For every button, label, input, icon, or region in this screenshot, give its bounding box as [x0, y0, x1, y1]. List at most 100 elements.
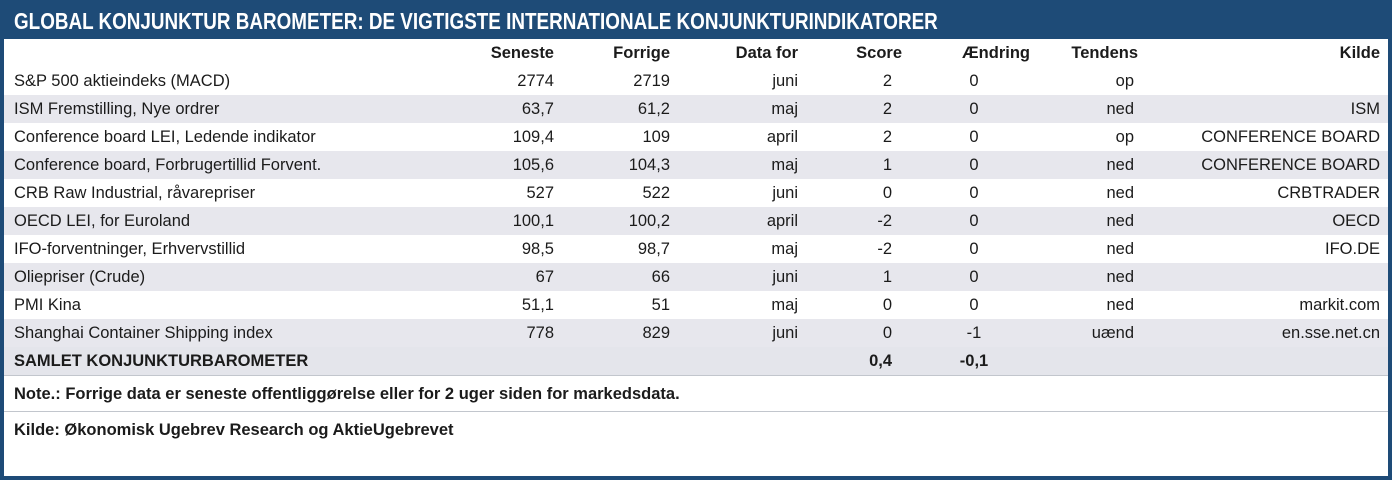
cell-name: OECD LEI, for Euroland [4, 207, 456, 235]
cell-score: -2 [806, 207, 910, 235]
table-row: Conference board LEI, Ledende indikator 1… [4, 123, 1388, 151]
cell-kilde [1146, 263, 1388, 291]
cell-kilde: CRBTRADER [1277, 183, 1380, 202]
cell-score: -2 [877, 239, 892, 258]
cell-datafor: maj [771, 295, 798, 314]
cell-datafor: april [766, 127, 798, 146]
cell-score: 0,4 [806, 347, 910, 375]
column-header-forrige: Forrige [613, 43, 670, 62]
title-bar: GLOBAL KONJUNKTUR BAROMETER: DE VIGTIGST… [4, 4, 1388, 39]
cell-forrige: 104,3 [562, 151, 678, 179]
cell-tendens: ned [1106, 183, 1134, 202]
cell-seneste: 51,1 [521, 295, 554, 314]
indicators-table: Seneste Forrige Data for Score Ændring Tenden… [4, 39, 1388, 375]
cell-name: PMI Kina [14, 295, 81, 314]
table-row: ISM Fremstilling, Nye ordrer 63,7 61,2 maj 2… [4, 95, 1388, 123]
table-row: Shanghai Container Shipping index 778 829 j… [4, 319, 1388, 347]
cell-datafor: juni [678, 263, 806, 291]
column-header-seneste: Seneste [490, 43, 554, 62]
cell-seneste [456, 347, 562, 375]
cell-score: 2 [806, 95, 910, 123]
cell-name: ISM Fremstilling, Nye ordrer [4, 95, 456, 123]
cell-aendring: -0,1 [910, 347, 1038, 375]
cell-seneste: 527 [526, 183, 554, 202]
cell-seneste: 2774 [517, 71, 554, 90]
cell-name: CRB Raw Industrial, råvarepriser [14, 183, 256, 202]
cell-forrige: 66 [562, 263, 678, 291]
cell-tendens: ned [1038, 207, 1146, 235]
cell-forrige: 61,2 [562, 95, 678, 123]
cell-forrige: 51 [651, 295, 670, 314]
cell-kilde: OECD [1146, 207, 1388, 235]
table-body: S&P 500 aktieindeks (MACD) 2774 2719 juni 2 0… [4, 67, 1388, 375]
cell-seneste: 778 [456, 319, 562, 347]
cell-tendens: ned [1038, 95, 1146, 123]
cell-datafor: juni [772, 183, 798, 202]
cell-aendring: 0 [910, 263, 1038, 291]
cell-aendring: 0 [969, 183, 979, 202]
cell-tendens: ned [1038, 263, 1146, 291]
cell-tendens: ned [1106, 295, 1134, 314]
cell-datafor: juni [772, 71, 798, 90]
cell-datafor [678, 347, 806, 375]
cell-tendens: op [1115, 127, 1134, 146]
cell-kilde: markit.com [1299, 295, 1380, 314]
cell-kilde [1146, 347, 1388, 375]
summary-row: SAMLET KONJUNKTURBAROMETER 0,4 -0,1 [4, 347, 1388, 375]
cell-seneste: 109,4 [512, 127, 554, 146]
cell-seneste: 98,5 [521, 239, 554, 258]
footer-notes: Note.: Forrige data er seneste offentlig… [4, 375, 1388, 476]
cell-score: 0 [882, 295, 892, 314]
cell-aendring: 0 [910, 207, 1038, 235]
column-header-score: Score [856, 43, 902, 62]
cell-kilde: en.sse.net.cn [1146, 319, 1388, 347]
cell-datafor: maj [678, 95, 806, 123]
table-row: Conference board, Forbrugertillid Forven… [4, 151, 1388, 179]
column-header-datafor: Data for [735, 43, 798, 62]
cell-aendring: 0 [969, 127, 979, 146]
cell-name: Conference board LEI, Ledende indikator [14, 127, 316, 146]
table-header-row: Seneste Forrige Data for Score Ændring Tenden… [4, 39, 1388, 67]
column-header-aendring: Ændring [962, 43, 1030, 62]
note-text: Note.: Forrige data er seneste offentlig… [4, 376, 1388, 412]
cell-tendens: uænd [1038, 319, 1146, 347]
table-row: S&P 500 aktieindeks (MACD) 2774 2719 juni 2 0… [4, 67, 1388, 95]
cell-score: 2 [882, 127, 892, 146]
table-row: IFO-forventninger, Erhvervstillid 98,5 98,… [4, 235, 1388, 263]
cell-score: 0 [806, 319, 910, 347]
cell-datafor: juni [678, 319, 806, 347]
cell-name: S&P 500 aktieindeks (MACD) [14, 71, 231, 90]
cell-kilde: CONFERENCE BOARD [1146, 151, 1388, 179]
cell-aendring: 0 [969, 71, 979, 90]
cell-tendens: op [1115, 71, 1134, 90]
cell-kilde: IFO.DE [1324, 239, 1380, 258]
cell-datafor: maj [678, 151, 806, 179]
cell-forrige: 109 [642, 127, 670, 146]
cell-name: SAMLET KONJUNKTURBAROMETER [4, 347, 456, 375]
table-row: CRB Raw Industrial, råvarepriser 527 522 ju… [4, 179, 1388, 207]
cell-forrige: 100,2 [562, 207, 678, 235]
column-header-tendens: Tendens [1071, 43, 1138, 62]
table-row: Oliepriser (Crude) 67 66 juni 1 0 ned [4, 263, 1388, 291]
cell-aendring: -1 [910, 319, 1038, 347]
cell-seneste: 63,7 [456, 95, 562, 123]
cell-name: Conference board, Forbrugertillid Forven… [4, 151, 456, 179]
cell-score: 2 [882, 71, 892, 90]
cell-forrige: 829 [562, 319, 678, 347]
cell-kilde [1146, 67, 1388, 95]
cell-aendring: 0 [969, 239, 979, 258]
cell-tendens [1038, 347, 1146, 375]
cell-forrige: 522 [642, 183, 670, 202]
table-row: PMI Kina 51,1 51 maj 0 0 ned markit.com [4, 291, 1388, 319]
cell-score: 1 [806, 151, 910, 179]
cell-tendens: ned [1038, 151, 1146, 179]
cell-name: IFO-forventninger, Erhvervstillid [14, 239, 246, 258]
cell-datafor: april [678, 207, 806, 235]
cell-tendens: ned [1106, 239, 1134, 258]
cell-forrige: 2719 [633, 71, 670, 90]
cell-seneste: 67 [456, 263, 562, 291]
column-header-name [4, 39, 456, 67]
cell-aendring: 0 [910, 95, 1038, 123]
cell-datafor: maj [771, 239, 798, 258]
